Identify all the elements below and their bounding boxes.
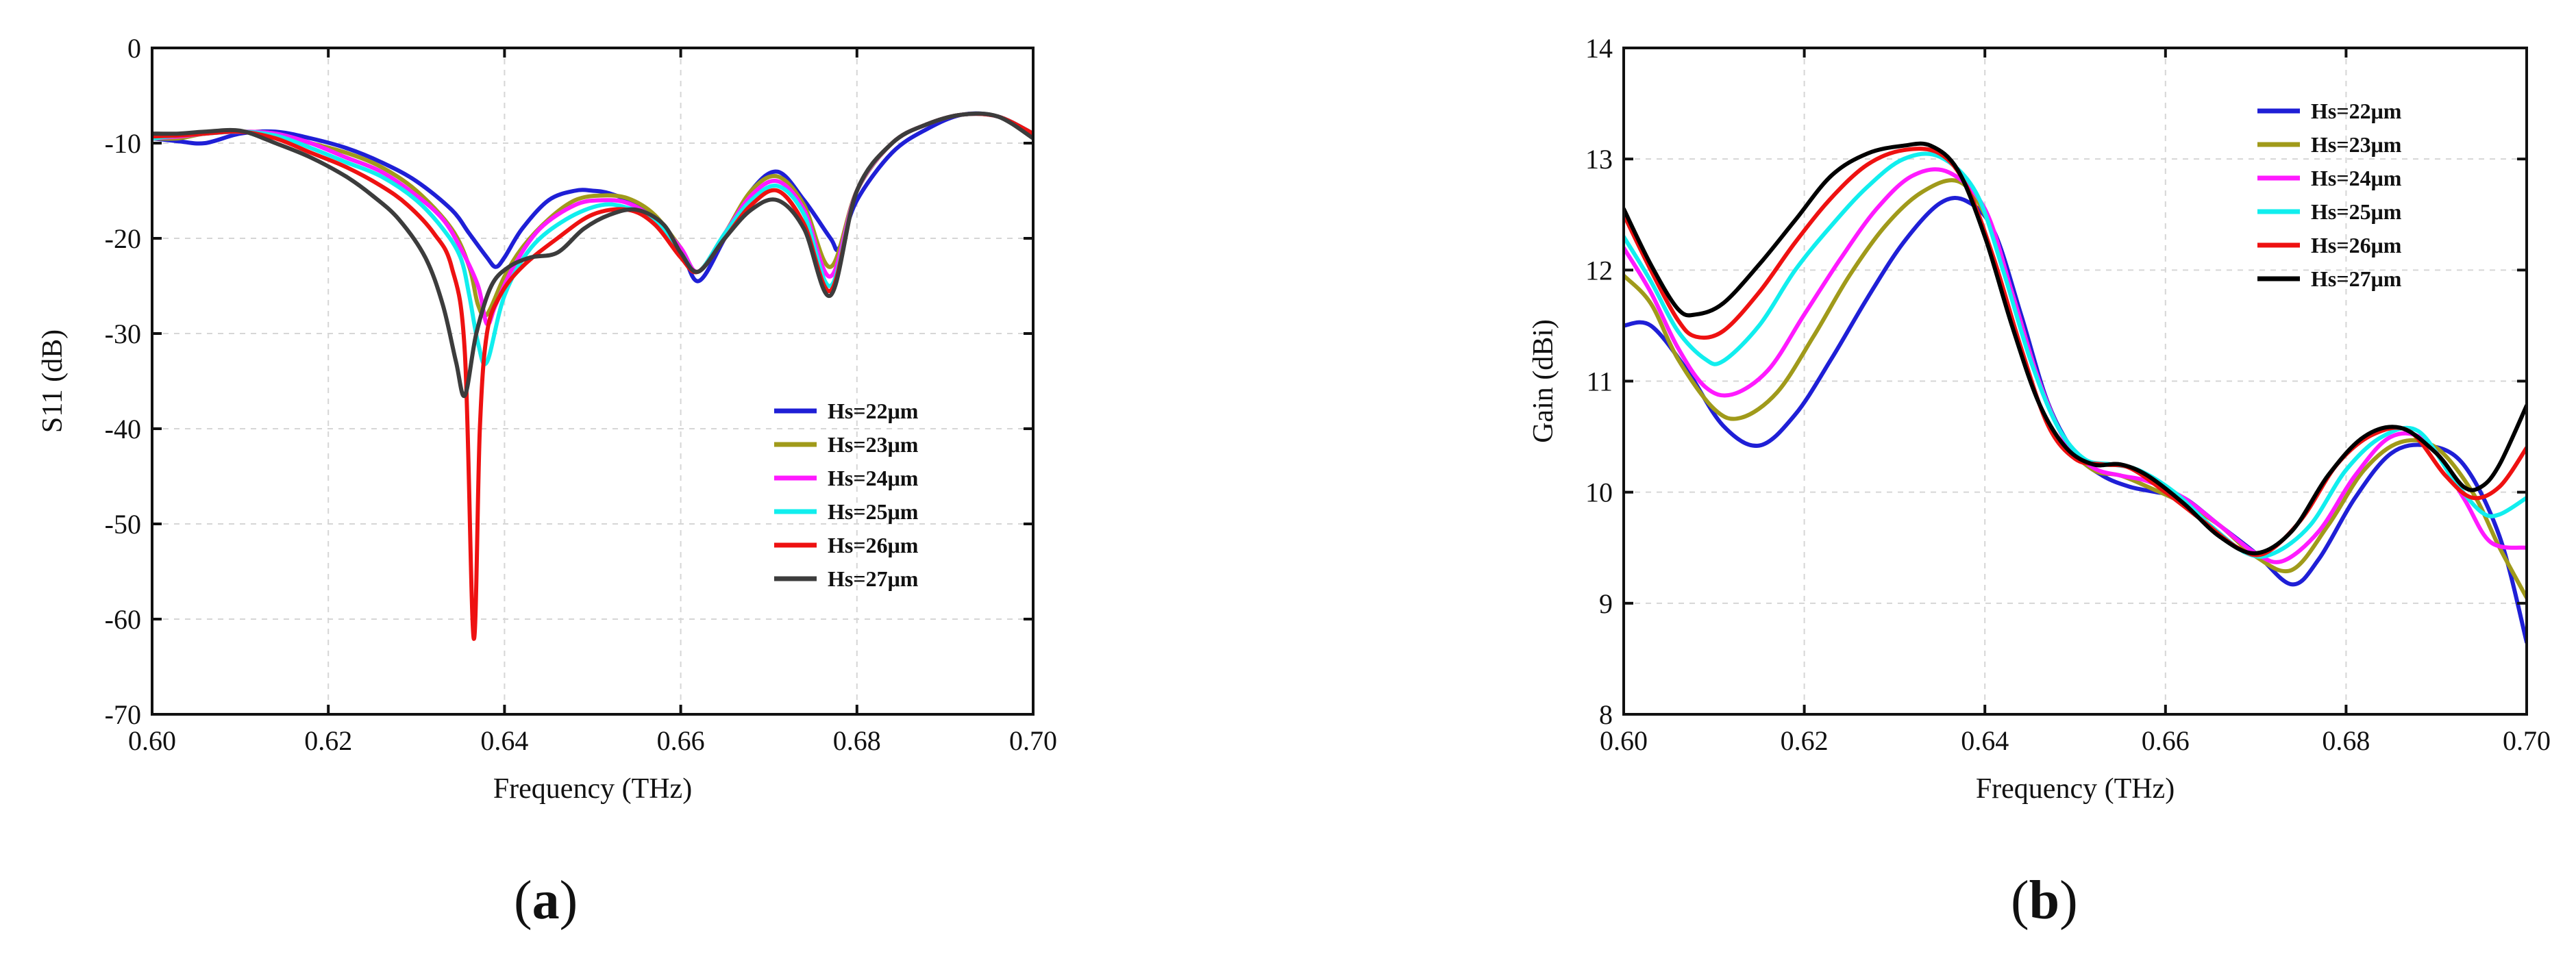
chart-panel-b: 0.60 0.62 0.64 0.66 0.68 0.70 8 9 10 11 12 13 14 Freq…	[1466, 0, 2576, 954]
x-tick-label: 0.62	[1781, 725, 1829, 756]
y-tick-label: -10	[105, 128, 141, 159]
series-line-4	[1624, 151, 2527, 559]
y-axis-title: Gain (dBi)	[1528, 319, 1559, 443]
y-tick-label: 14	[1585, 33, 1613, 64]
panel-label-a: (a)	[514, 870, 578, 932]
panel-label-close: )	[2059, 870, 2078, 931]
x-axis-title: Frequency (THz)	[1976, 773, 2175, 805]
legend: Hs=22μm Hs=23μm Hs=24μm Hs=25μm Hs=26μm Hs=27…	[774, 399, 919, 591]
y-tick-label: -30	[105, 318, 141, 349]
y-tick-label: -20	[105, 223, 141, 254]
legend-label: Hs=23μm	[2311, 132, 2402, 157]
series-group	[152, 111, 1033, 641]
panel-label-close: )	[559, 870, 578, 931]
panel-label-letter: a	[532, 870, 560, 931]
y-tick-label: -40	[105, 414, 141, 444]
legend-label: Hs=22μm	[828, 399, 919, 423]
series-line-3	[1624, 167, 2527, 564]
legend-label: Hs=25μm	[2311, 199, 2402, 224]
series-line-6	[152, 111, 1033, 399]
y-tick-label: 9	[1599, 588, 1613, 619]
legend-label: Hs=25μm	[828, 499, 919, 524]
y-tick-label: 10	[1585, 477, 1613, 508]
x-tick-label: 0.70	[1009, 725, 1057, 756]
x-tick-label: 0.68	[833, 725, 881, 756]
legend-label: Hs=26μm	[2311, 233, 2402, 258]
y-tick-label: 13	[1585, 144, 1613, 175]
x-tick-label: 0.70	[2503, 725, 2551, 756]
y-tick-label: 0	[127, 33, 141, 64]
y-tick-label: -50	[105, 509, 141, 540]
y-tick-label: -70	[105, 699, 141, 730]
legend-label: Hs=23μm	[828, 432, 919, 457]
legend-label: Hs=24μm	[828, 466, 919, 490]
legend: Hs=22μm Hs=23μm Hs=24μm Hs=25μm Hs=26μm Hs=27…	[2257, 99, 2402, 291]
x-tick-label: 0.66	[2142, 725, 2190, 756]
x-tick-label: 0.62	[304, 725, 352, 756]
y-tick-label: -60	[105, 604, 141, 635]
x-tick-label: 0.66	[657, 725, 705, 756]
x-tick-label: 0.68	[2322, 725, 2370, 756]
panel-label-open: (	[514, 870, 532, 931]
chart-panel-a: 0.60 0.62 0.64 0.66 0.68 0.70 0 -10 -20 -30 -40 -50…	[0, 0, 1110, 954]
x-tick-label: 0.64	[480, 725, 528, 756]
panel-label-b: (b)	[2011, 870, 2078, 932]
panel-label-open: (	[2011, 870, 2029, 931]
series-line-6	[1624, 141, 2527, 555]
y-tick-label: 11	[1586, 366, 1613, 397]
x-tick-label: 0.60	[128, 725, 176, 756]
x-axis-title: Frequency (THz)	[493, 773, 692, 805]
y-axis-title: S11 (dB)	[37, 329, 69, 433]
panel-label-letter: b	[2029, 870, 2060, 931]
legend-label: Hs=22μm	[2311, 99, 2402, 123]
plot-frame	[151, 47, 1035, 716]
legend-label: Hs=27μm	[2311, 266, 2402, 291]
x-tick-label: 0.64	[1961, 725, 2009, 756]
y-tick-label: 8	[1599, 699, 1613, 730]
y-tick-label: 12	[1585, 255, 1613, 286]
series-group	[1624, 141, 2527, 644]
legend-label: Hs=24μm	[2311, 166, 2402, 190]
x-tick-label: 0.60	[1600, 725, 1648, 756]
s11-chart: 0.60 0.62 0.64 0.66 0.68 0.70 0 -10 -20 -30 -40 -50…	[37, 33, 1057, 805]
legend-label: Hs=26μm	[828, 533, 919, 557]
gain-chart: 0.60 0.62 0.64 0.66 0.68 0.70 8 9 10 11 12 13 14 Freq…	[1528, 33, 2551, 805]
legend-label: Hs=27μm	[828, 566, 919, 591]
